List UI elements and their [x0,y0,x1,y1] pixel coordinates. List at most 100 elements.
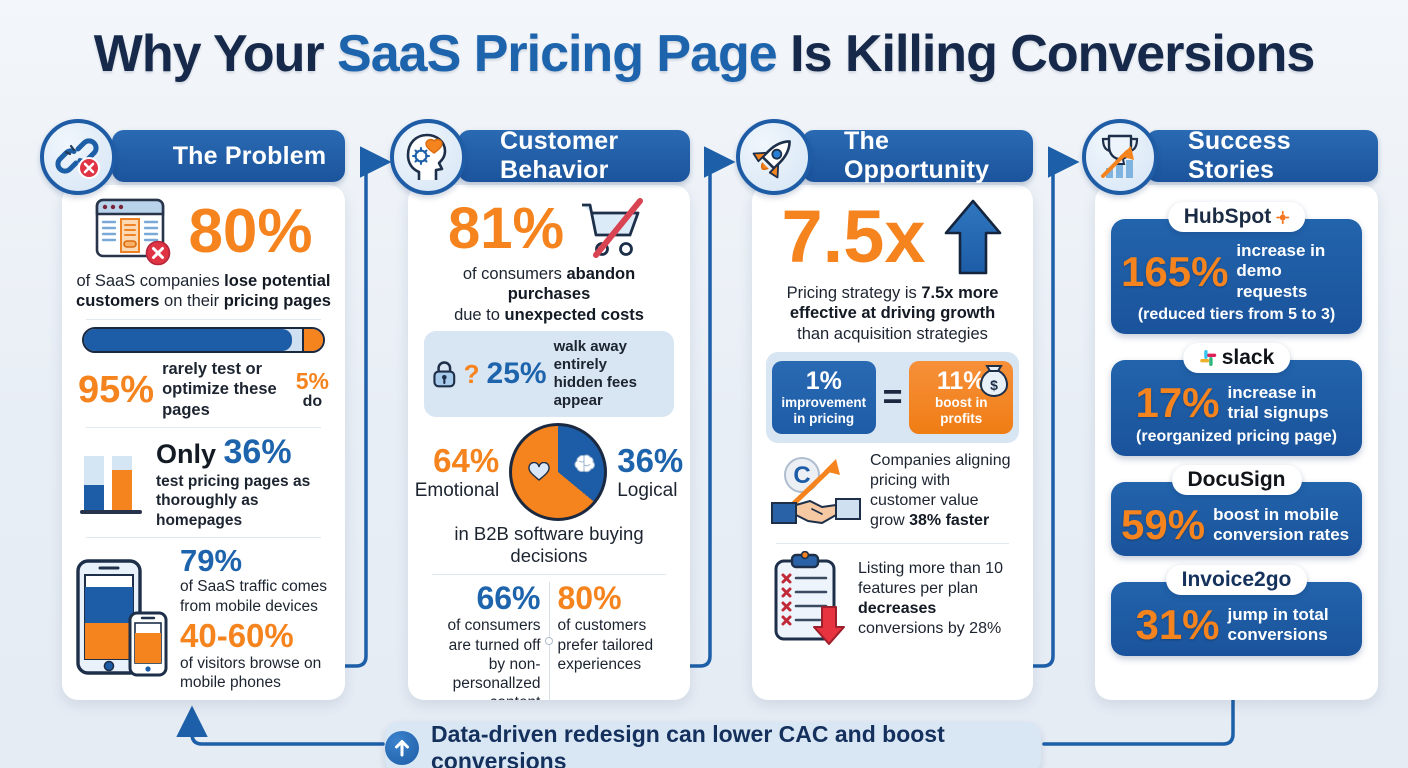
pie-right-label: 36% Logical [617,442,684,501]
stat-thorough-value: Only 36% [156,433,292,472]
stat-walk-value: 25% [486,357,547,391]
conclusion-banner: Data-driven redesign can lower CAC and b… [385,721,1041,768]
hubspot-logo: HubSpot [1167,202,1306,232]
banner-text: Data-driven redesign can lower CAC and b… [431,721,945,768]
handshake-growth-icon: C [771,456,861,524]
stat-abandon-row: 81% [420,197,678,261]
trophy-growth-icon [1101,134,1139,178]
column-behavior: 81% of consumers abandon purchases due t… [408,185,690,700]
header-the-opportunity: The Opportunity [802,127,1033,184]
case-note: (reduced tiers from 5 to 3) [1137,306,1336,324]
header-success-stories: Success Stories [1146,127,1378,184]
stat-growth-row: 7.5x [764,197,1021,277]
behavior-icon-circle [390,119,466,195]
banner-up-arrow-icon [385,731,419,765]
hubspot-sprocket-icon [1276,210,1290,224]
case-docusign: DocuSign 59% boost in mobile conversion … [1111,465,1362,557]
emotional-logical-pie-chart [509,423,608,522]
stat-tailored: 80% of customers prefer tailored experie… [557,580,654,673]
pie-section: 64% Emotional 36% Logical [415,423,683,522]
bar-orange-segment [301,328,323,351]
equation-right-box: 11% boost in profits $ [909,361,1013,434]
stat-abandon-text: of consumers abandon purchases due to un… [454,265,644,324]
stat-features-row: Listing more than 10 features per plan d… [764,550,1021,647]
rocket-icon [752,140,791,179]
stat-test-alt: 5% do [295,367,329,410]
stat-lost-row: 80% [74,197,333,267]
case-text: increase in demo requests [1236,241,1326,301]
header-customer-behavior: Customer Behavior [458,127,690,184]
stat-abandon-value: 81% [447,196,565,261]
test-rate-bar [82,326,325,353]
stat-align-text: Companies aligning pricing with customer… [870,452,1011,529]
bar-blue-segment [84,328,292,351]
pricing-equation: 1% improvement in pricing = 11% boost in… [766,352,1019,443]
case-hubspot: HubSpot 165% increase in demo requests (… [1111,202,1362,335]
case-value: 31% [1135,601,1220,649]
svg-text:$: $ [990,377,998,393]
stat-test-row: 95% rarely test or optimize these pages … [74,359,333,420]
column-opportunity: 7.5x Pricing strategy is 7.5x more effec… [752,185,1033,700]
stat-personalization: 66% of consumers are turned off by non-p… [447,580,541,700]
browser-error-icon [96,198,171,266]
case-text: jump in total conversions [1227,604,1329,645]
stat-mobile-value1: 79% [180,542,243,578]
pie-caption: in B2B software buying decisions [454,523,644,567]
case-value: 165% [1121,247,1229,295]
slack-hash-icon [1199,350,1216,367]
feature-checklist-icon [774,550,845,645]
page-title: Why Your SaaS Pricing Page Is Killing Co… [93,25,1316,83]
brain-icon [574,454,596,473]
column-problem: 80% of SaaS companies lose potential cus… [62,185,345,700]
pie-left-label: 64% Emotional [414,442,500,501]
stat-align-row: C Companies aligning pricing with custom… [764,451,1021,531]
stat-mobile-text2: of visitors browse on mobile phones [180,654,322,691]
stat-test-value: 95% [78,368,155,411]
hidden-fees-box: ? 25% walk away entirely hidden fees appe… [424,331,674,418]
stat-mobile-text1: of SaaS traffic comes from mobile device… [180,578,328,615]
header-the-problem: The Problem [112,130,345,182]
opportunity-icon-circle [736,119,812,195]
success-icon-circle [1082,119,1158,195]
stat-test-text: rarely test or optimize these pages [162,359,277,419]
stat-features-text: Listing more than 10 features per plan d… [858,560,1003,637]
mobile-phones-icon [76,559,168,677]
case-slack: slack 17% increase in trial signups (reo… [1111,343,1362,457]
case-value: 59% [1121,501,1206,549]
stat-thorough-text: test pricing pages as thoroughly as home… [156,473,311,529]
abandoned-cart-icon [582,198,644,258]
case-note: (reorganized pricing page) [1136,428,1337,446]
slack-logo: slack [1182,343,1291,374]
mind-heart-gear-icon [406,133,447,180]
duo-divider [544,582,553,700]
money-bag-icon: $ [979,365,1008,398]
case-text: increase in trial signups [1227,382,1329,423]
broken-link-icon [55,138,100,179]
stat-growth-value: 7.5x [781,195,926,278]
equation-left-box: 1% improvement in pricing [772,361,876,434]
stat-growth-text: Pricing strategy is 7.5x more effective … [786,284,999,343]
growth-up-arrow-icon [944,199,1001,275]
case-invoice2go: Invoice2go 31% jump in total conversions [1111,565,1362,657]
mini-bar-chart-icon [80,452,142,514]
stat-mobile-row: 79% of SaaS traffic comes from mobile de… [74,542,333,692]
personalization-stats: 66% of consumers are turned off by non-p… [420,582,678,700]
docusign-logo: DocuSign [1171,465,1302,496]
stat-mobile-value2: 40-60% [180,616,294,654]
question-mark: ? [463,359,480,390]
case-value: 17% [1135,379,1220,427]
case-text: boost in mobile conversion rates [1213,504,1350,545]
stat-walk-text: walk away entirely hidden fees appear [553,338,637,410]
stat-lost-text: of SaaS companies lose potential custome… [76,272,331,311]
svg-text:C: C [793,462,810,489]
invoice2go-logo: Invoice2go [1165,565,1308,596]
problem-icon-circle [40,119,116,195]
stat-lost-value: 80% [188,197,313,266]
padlock-icon [433,361,456,388]
equals-sign: = [882,378,903,417]
column-success: HubSpot 165% increase in demo requests (… [1095,185,1378,700]
heart-icon [528,462,550,482]
stat-thorough-row: Only 36% test pricing pages as thoroughl… [74,435,333,530]
